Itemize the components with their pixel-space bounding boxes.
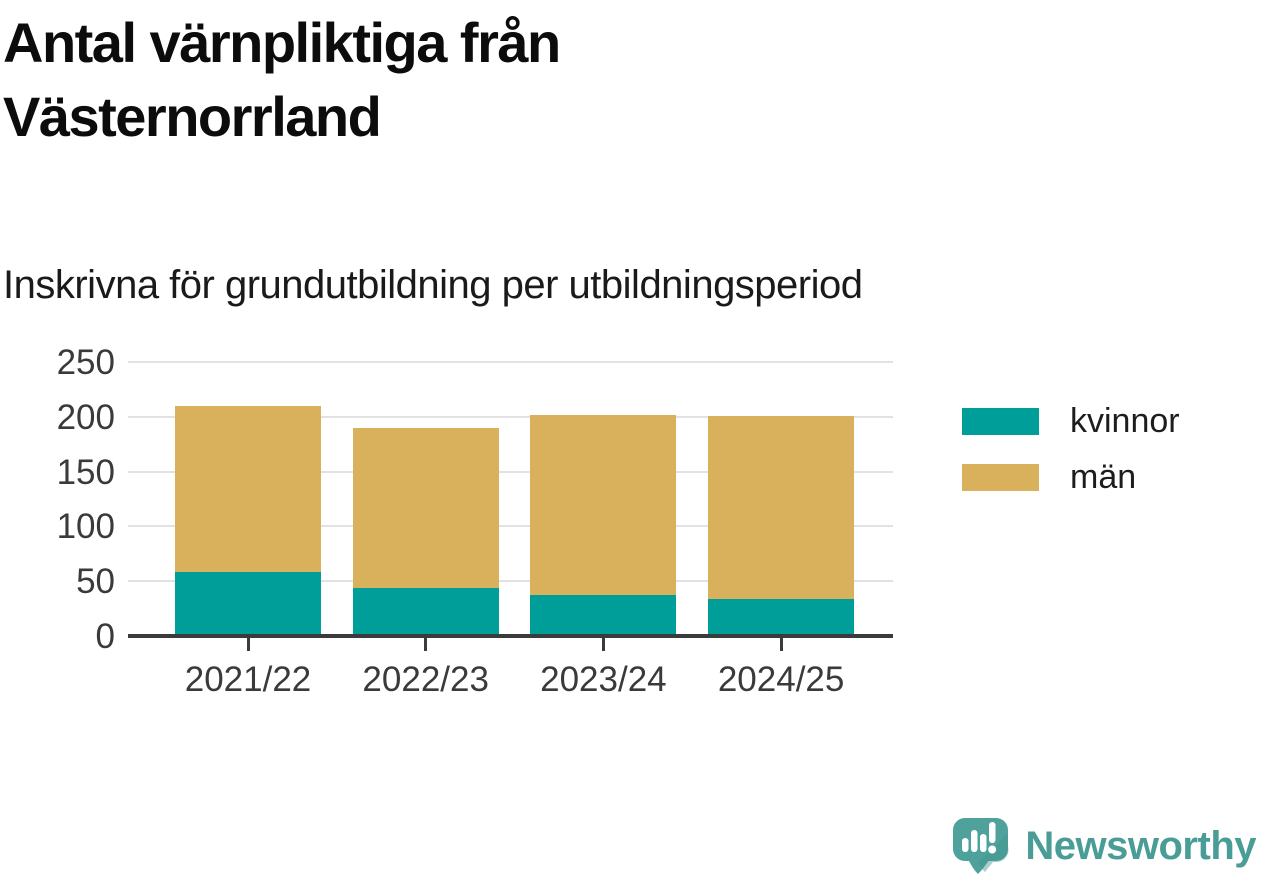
- legend-label: kvinnor: [1070, 402, 1180, 440]
- y-tick-label: 200: [56, 397, 115, 437]
- chart-title: Antal värnpliktiga från Västernorrland: [3, 11, 561, 148]
- gridline: [128, 470, 893, 473]
- legend-label: män: [1070, 458, 1137, 496]
- y-tick-label: 150: [56, 452, 115, 492]
- x-tick-label: 2022/23: [362, 660, 489, 699]
- x-tick-mark: [779, 638, 783, 651]
- x-tick-mark: [601, 638, 605, 651]
- x-tick-mark: [246, 638, 250, 651]
- newsworthy-logo-icon: [953, 818, 1009, 874]
- gridline: [128, 361, 893, 363]
- y-tick-label: 50: [76, 562, 115, 602]
- bar-segment-män-2024/25: [708, 415, 855, 599]
- bar-segment-män-2022/23: [352, 427, 499, 588]
- x-tick-mark: [424, 638, 428, 651]
- branding-footer: Newsworthy: [952, 817, 1256, 875]
- x-tick-label: 2023/24: [540, 660, 667, 699]
- bar-segment-män-2023/24: [530, 414, 677, 596]
- bar-segment-kvinnor-2023/24: [530, 595, 677, 636]
- gridline: [128, 580, 893, 583]
- x-tick-label: 2024/25: [717, 660, 845, 699]
- bar-segment-kvinnor-2024/25: [708, 598, 855, 636]
- legend-swatch-män: [962, 463, 1039, 491]
- bar-segment-kvinnor-2022/23: [352, 587, 499, 636]
- y-tick-label: 250: [56, 343, 115, 382]
- chart-subtitle: Inskrivna för grundutbildning per utbild…: [3, 263, 863, 307]
- x-tick-label: 2021/22: [184, 660, 312, 699]
- legend-item-män: män: [962, 460, 1180, 494]
- x-axis-line: [128, 634, 893, 638]
- bar-segment-kvinnor-2021/22: [175, 572, 321, 636]
- y-tick-label: 0: [95, 617, 115, 656]
- legend-swatch-kvinnor: [962, 407, 1039, 435]
- legend: kvinnor män: [962, 404, 1180, 494]
- y-tick-label: 100: [56, 507, 115, 547]
- newsworthy-wordmark: Newsworthy: [1025, 824, 1256, 868]
- gridline: [128, 415, 893, 418]
- gridline: [128, 525, 893, 528]
- legend-item-kvinnor: kvinnor: [962, 404, 1180, 438]
- bar-segment-män-2021/22: [175, 405, 321, 573]
